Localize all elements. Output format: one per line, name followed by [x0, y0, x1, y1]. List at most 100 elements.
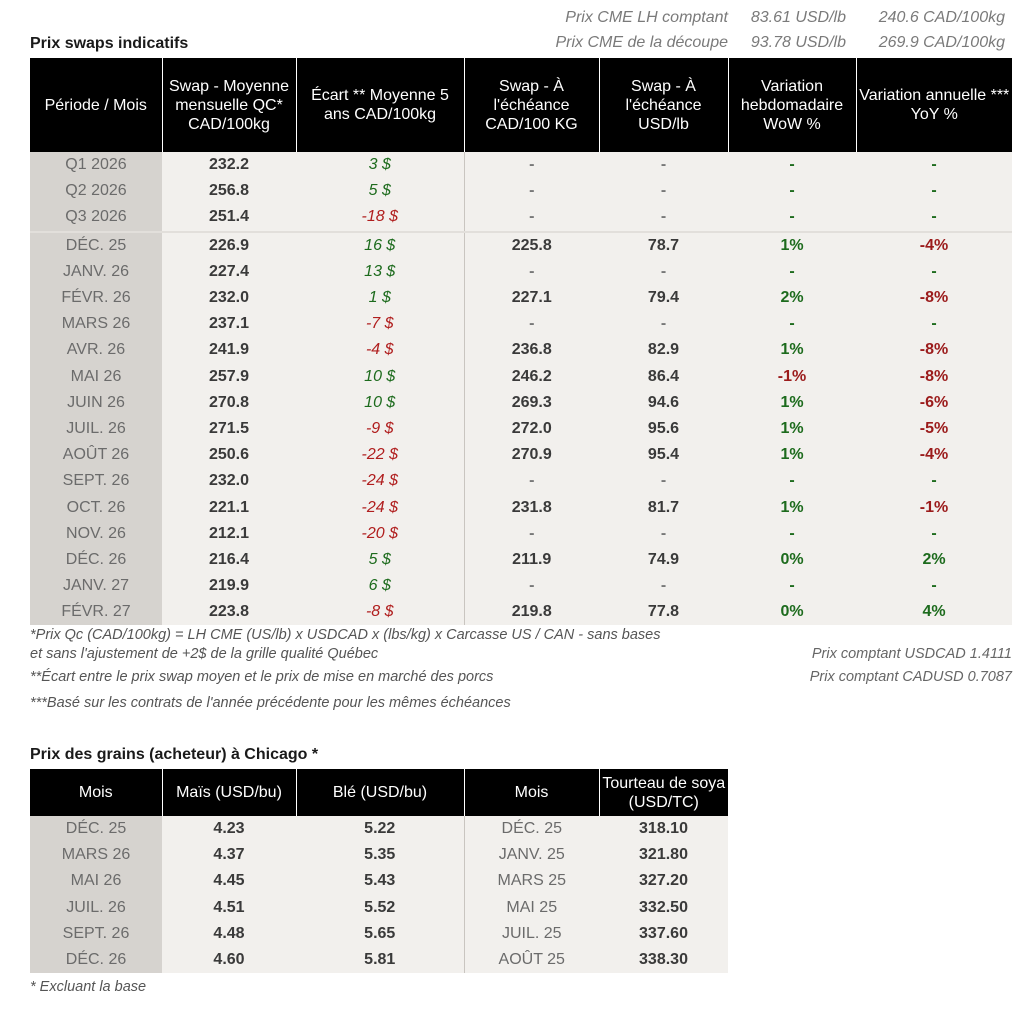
swap-moyenne-cell: 256.8	[162, 178, 296, 205]
swap-ecart-cell: 5 $	[296, 546, 465, 573]
swap-wow-cell: 2%	[728, 284, 856, 312]
swap-wow-cell: -1%	[728, 363, 856, 390]
swap-wow-cell: 1%	[728, 494, 856, 521]
grain-mois2-cell: JUIL. 25	[464, 920, 599, 947]
swap-moyenne-cell: 216.4	[162, 546, 296, 573]
swap-wow-cell: 1%	[728, 389, 856, 416]
swap-usd-cell: 81.7	[599, 494, 728, 521]
swap-cad-cell: 270.9	[464, 442, 599, 469]
cme-lh-row: Prix CME LH comptant 83.61 USD/lb 240.6 …	[0, 9, 1024, 31]
swap-row: JUIL. 26 271.5 -9 $272.0 95.6 1% -5%	[30, 415, 1012, 443]
swap-wow-cell: 1%	[728, 415, 856, 443]
swap-period-cell: JUIL. 26	[30, 415, 162, 443]
cme-decoupe-label: Prix CME de la découpe	[555, 34, 728, 51]
swaps-body: Q1 2026 232.2 3 $ - - - - Q2 2026 256.8 5 $ - - - - Q3…	[30, 152, 1012, 626]
swap-row: OCT. 26 221.1 -24 $231.8 81.7 1% -1%	[30, 494, 1012, 521]
grain-soya-cell: 321.80	[599, 842, 728, 869]
swap-ecart-cell: -20 $	[296, 520, 465, 547]
swap-moyenne-cell: 227.4	[162, 258, 296, 285]
grain-ble-cell: 5.22	[296, 816, 465, 843]
swap-row: AOÛT 26 250.6 -22 $270.9 95.4 1% -4%	[30, 442, 1012, 469]
col-header-periode: Période / Mois	[30, 58, 162, 152]
swaps-header-row: Période / Mois Swap - Moyenne mensuelle …	[30, 58, 1012, 152]
grain-mois-cell: DÉC. 26	[30, 946, 162, 974]
swap-yoy-cell: -	[856, 178, 1012, 205]
swap-usd-cell: -	[599, 468, 728, 495]
swap-ecart-cell: -7 $	[296, 311, 465, 338]
swap-moyenne-cell: 212.1	[162, 520, 296, 547]
swap-usd-cell: -	[599, 311, 728, 338]
swaps-note-1b: et sans l'ajustement de +2$ de la grille…	[30, 646, 379, 662]
cme-decoupe-row: Prix CME de la découpe 93.78 USD/lb 269.…	[0, 34, 1024, 56]
grain-soya-cell: 337.60	[599, 920, 728, 947]
col-header-mois-2: Mois	[463, 769, 599, 816]
swap-row: Q1 2026 232.2 3 $ - - - -	[30, 152, 1012, 179]
grain-mois2-cell: MARS 25	[464, 868, 599, 895]
swap-usd-cell: -	[599, 178, 728, 205]
swap-cad-cell: -	[464, 468, 599, 495]
swap-moyenne-cell: 250.6	[162, 442, 296, 469]
swap-period-cell: NOV. 26	[30, 520, 162, 547]
swap-moyenne-cell: 232.0	[162, 284, 296, 312]
swap-moyenne-cell: 257.9	[162, 363, 296, 390]
grain-ble-cell: 5.65	[296, 920, 465, 947]
swap-cad-cell: -	[464, 152, 599, 179]
swap-cad-cell: -	[464, 258, 599, 285]
swap-ecart-cell: 10 $	[296, 363, 465, 390]
swap-row: Q2 2026 256.8 5 $ - - - -	[30, 178, 1012, 205]
swap-usd-cell: -	[599, 520, 728, 547]
swap-wow-cell: -	[728, 468, 856, 495]
swap-ecart-cell: -18 $	[296, 204, 465, 232]
swap-period-cell: Q3 2026	[30, 204, 162, 232]
grain-mois2-cell: AOÛT 25	[464, 946, 599, 974]
grain-mais-cell: 4.37	[162, 842, 296, 869]
swap-period-cell: SEPT. 26	[30, 468, 162, 495]
swap-ecart-cell: 6 $	[296, 573, 465, 600]
swap-yoy-cell: -4%	[856, 230, 1012, 259]
swap-ecart-cell: 13 $	[296, 258, 465, 285]
swap-yoy-cell: 2%	[856, 546, 1012, 573]
swap-ecart-cell: 10 $	[296, 389, 465, 416]
cme-lh-label: Prix CME LH comptant	[565, 9, 728, 26]
swap-yoy-cell: -8%	[856, 284, 1012, 312]
swap-period-cell: JANV. 26	[30, 258, 162, 285]
grain-soya-cell: 338.30	[599, 946, 728, 974]
swap-period-cell: OCT. 26	[30, 494, 162, 521]
swap-period-cell: DÉC. 25	[30, 230, 162, 259]
swap-moyenne-cell: 251.4	[162, 204, 296, 232]
col-header-ble: Blé (USD/bu)	[295, 769, 464, 816]
grain-mois2-cell: MAI 25	[464, 894, 599, 921]
grain-mois-cell: SEPT. 26	[30, 920, 162, 947]
grain-row: JUIL. 26 4.51 5.52 MAI 25 332.50	[30, 894, 728, 921]
swap-wow-cell: 1%	[728, 442, 856, 469]
grain-row: SEPT. 26 4.48 5.65 JUIL. 25 337.60	[30, 920, 728, 947]
swap-moyenne-cell: 223.8	[162, 599, 296, 626]
swap-cad-cell: -	[464, 204, 599, 232]
swap-cad-cell: 272.0	[464, 415, 599, 443]
swap-wow-cell: 0%	[728, 546, 856, 573]
grain-mois2-cell: JANV. 25	[464, 842, 599, 869]
swap-wow-cell: -	[728, 152, 856, 179]
swap-yoy-cell: -1%	[856, 494, 1012, 521]
swap-row: JANV. 27 219.9 6 $ - - - -	[30, 573, 1012, 600]
swap-yoy-cell: -5%	[856, 415, 1012, 443]
grain-ble-cell: 5.81	[296, 946, 465, 974]
grain-mois-cell: DÉC. 25	[30, 816, 162, 843]
swap-cad-cell: 236.8	[464, 337, 599, 364]
swap-yoy-cell: -	[856, 204, 1012, 232]
grain-mois2-cell: DÉC. 25	[464, 816, 599, 843]
grain-soya-cell: 332.50	[599, 894, 728, 921]
swap-usd-cell: 86.4	[599, 363, 728, 390]
grain-row: MAI 26 4.45 5.43 MARS 25 327.20	[30, 868, 728, 895]
swap-moyenne-cell: 241.9	[162, 337, 296, 364]
swap-moyenne-cell: 219.9	[162, 573, 296, 600]
swap-cad-cell: 227.1	[464, 284, 599, 312]
swap-usd-cell: -	[599, 152, 728, 179]
swap-usd-cell: 79.4	[599, 284, 728, 312]
swap-usd-cell: 77.8	[599, 599, 728, 626]
grain-ble-cell: 5.52	[296, 894, 465, 921]
swap-yoy-cell: -8%	[856, 363, 1012, 390]
swap-period-cell: MARS 26	[30, 311, 162, 338]
grain-mais-cell: 4.51	[162, 894, 296, 921]
swap-moyenne-cell: 232.0	[162, 468, 296, 495]
